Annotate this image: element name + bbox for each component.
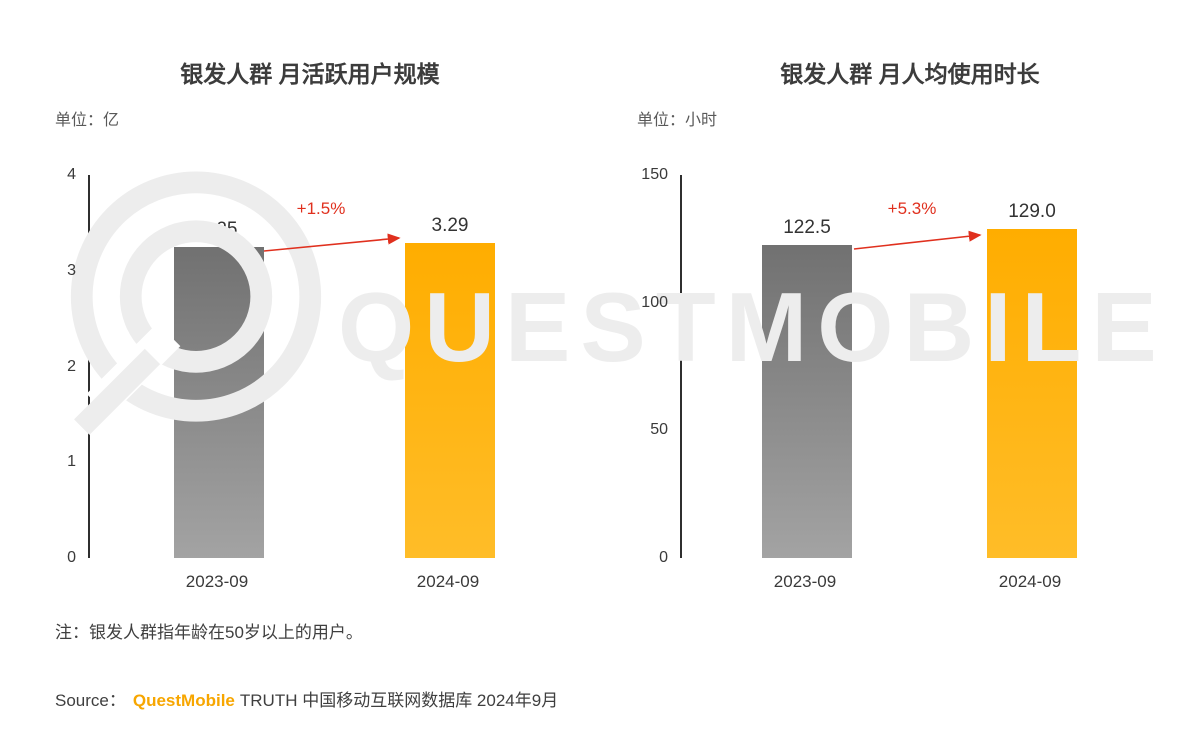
- source-prefix: Source：: [55, 691, 126, 710]
- plot-area-duration: 122.5 129.0: [680, 175, 1102, 558]
- bar-value-label: 3.29: [431, 215, 469, 236]
- unit-label-duration: 单位：小时: [637, 112, 718, 129]
- footnote-text: 注：银发人群指年龄在50岁以上的用户。: [55, 623, 363, 642]
- growth-rate-label: +5.3%: [887, 199, 937, 218]
- bar-2024-09: [987, 229, 1077, 558]
- source-line: Source： QuestMobile TRUTH 中国移动互联网数据库 2024年…: [55, 686, 558, 711]
- x-axis-label: 2023-09: [773, 572, 837, 591]
- y-tick-label: 1: [67, 453, 76, 470]
- bar-value-label: 129.0: [1008, 201, 1056, 222]
- x-axis-label: 2024-09: [998, 572, 1062, 591]
- y-tick-label: 2: [67, 358, 76, 375]
- bar-2024-09: [405, 243, 495, 558]
- chart-title-mau: 银发人群 月活跃用户规模: [180, 61, 440, 87]
- source-rest: TRUTH 中国移动互联网数据库 2024年9月: [239, 691, 559, 710]
- chart-title-duration: 银发人群 月人均使用时长: [780, 61, 1040, 87]
- growth-rate-label: +1.5%: [296, 199, 346, 218]
- questmobile-brand: QuestMobile: [132, 691, 235, 710]
- bar-2023-09: [174, 247, 264, 558]
- y-tick-label: 3: [67, 262, 76, 279]
- x-axis-label: 2023-09: [185, 572, 249, 591]
- y-tick-label: 50: [650, 421, 668, 438]
- y-tick-label: 150: [641, 166, 668, 183]
- growth-arrow-icon: [263, 233, 401, 252]
- bar-value-label: 122.5: [783, 217, 831, 238]
- bar-2023-09: [762, 245, 852, 558]
- growth-arrow-icon: [853, 230, 982, 250]
- y-tick-label: 4: [67, 166, 76, 183]
- y-tick-label: 0: [67, 549, 76, 566]
- unit-label-mau: 单位：亿: [55, 112, 120, 129]
- y-tick-label: 100: [641, 294, 668, 311]
- bar-value-label: 3.25: [200, 219, 238, 240]
- y-tick-label: 0: [659, 549, 668, 566]
- x-axis-label: 2024-09: [416, 572, 480, 591]
